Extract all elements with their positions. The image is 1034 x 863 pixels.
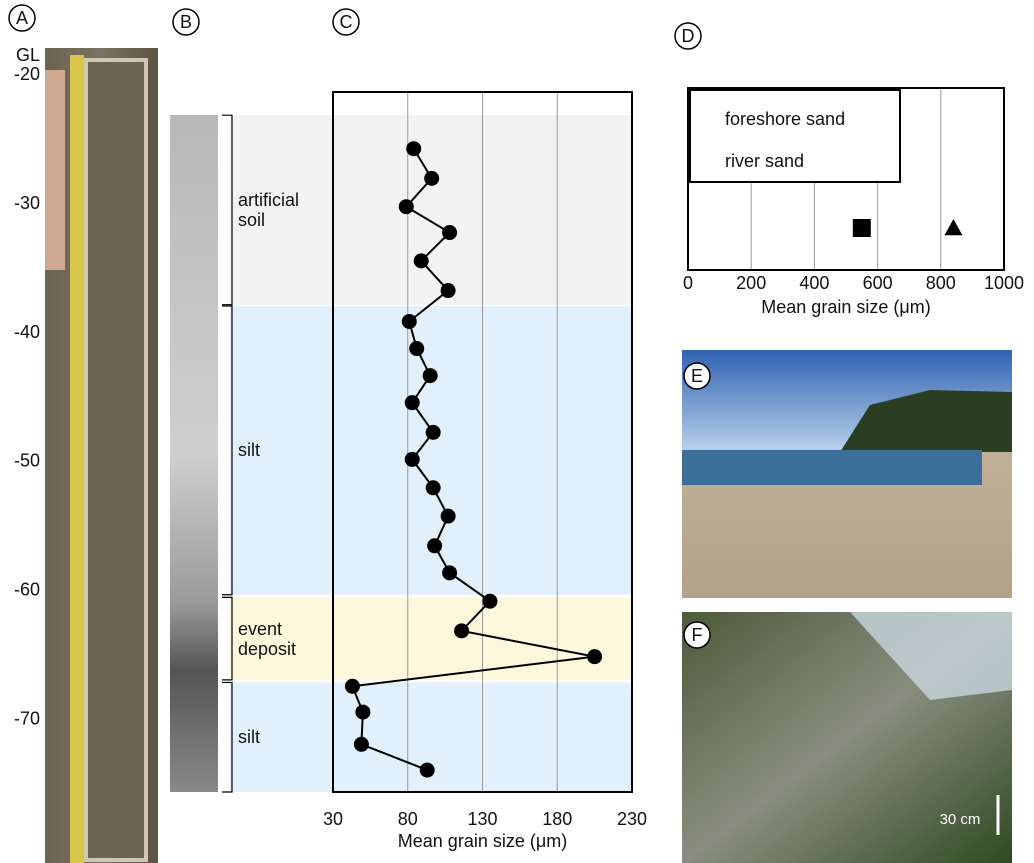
panel-label: B (180, 12, 192, 32)
data-point (482, 594, 497, 609)
x-axis-label: Mean grain size (μm) (398, 831, 567, 851)
y-tick-label: -70 (14, 709, 40, 729)
y-axis-label: GL (16, 45, 40, 65)
x-tick-label: 600 (863, 273, 893, 293)
data-point (944, 219, 962, 235)
data-point (402, 314, 417, 329)
x-tick-label: 200 (736, 273, 766, 293)
x-tick-label: 0 (683, 273, 693, 293)
x-tick-label: 230 (617, 809, 647, 829)
data-point (354, 737, 369, 752)
zone-label: silt (238, 727, 318, 747)
data-point (426, 480, 441, 495)
x-tick-label: 80 (398, 809, 418, 829)
data-point (423, 368, 438, 383)
zone-label: silt (238, 440, 318, 460)
y-tick-label: -60 (14, 580, 40, 600)
data-point (405, 452, 420, 467)
panel-label: D (682, 26, 695, 46)
x-tick-label: 180 (542, 809, 572, 829)
data-point (405, 395, 420, 410)
data-point (442, 225, 457, 240)
x-tick-label: 800 (926, 273, 956, 293)
data-point (587, 649, 602, 664)
y-tick-label: -50 (14, 451, 40, 471)
legend: foreshore sand river sand (690, 90, 900, 182)
panel-label: A (16, 8, 28, 28)
legend-label: river sand (725, 151, 804, 171)
data-point (414, 253, 429, 268)
data-point (441, 509, 456, 524)
data-point (406, 141, 421, 156)
photo-xray (170, 115, 218, 792)
y-tick-label: -40 (14, 322, 40, 342)
scale-bar-label: 30 cm (940, 811, 981, 828)
figure: 30 cm A B C D E F 30 80 130 180 230 -20 -30 -40 -50 -60… (0, 0, 1034, 863)
x-tick-label: 1000 (984, 273, 1024, 293)
panel-label: E (691, 366, 703, 386)
x-axis-label: Mean grain size (μm) (761, 297, 930, 317)
panel-label: F (692, 625, 703, 645)
data-point (345, 679, 360, 694)
panel-label: C (340, 12, 353, 32)
photo-river: 30 cm (682, 612, 1012, 863)
legend-label: foreshore sand (725, 109, 845, 129)
data-point (355, 705, 370, 720)
data-point (427, 538, 442, 553)
data-point (420, 763, 435, 778)
data-point (426, 425, 441, 440)
zone-label: artificial soil (238, 190, 318, 230)
data-point (409, 341, 424, 356)
data-point (399, 199, 414, 214)
x-tick-label: 400 (799, 273, 829, 293)
zone-label: event deposit (238, 619, 318, 659)
photo-beach (682, 350, 1012, 598)
data-point (442, 565, 457, 580)
data-point (853, 219, 871, 237)
data-point (441, 283, 456, 298)
y-tick-label: -20 (14, 64, 40, 84)
data-point (454, 623, 469, 638)
x-tick-label: 30 (323, 809, 343, 829)
photo-core (45, 48, 158, 863)
page: 30 cm A B C D E F 30 80 130 180 230 -20 -30 -40 -50 -60… (0, 0, 1034, 863)
data-point (424, 171, 439, 186)
y-tick-label: -30 (14, 193, 40, 213)
x-tick-label: 130 (467, 809, 497, 829)
